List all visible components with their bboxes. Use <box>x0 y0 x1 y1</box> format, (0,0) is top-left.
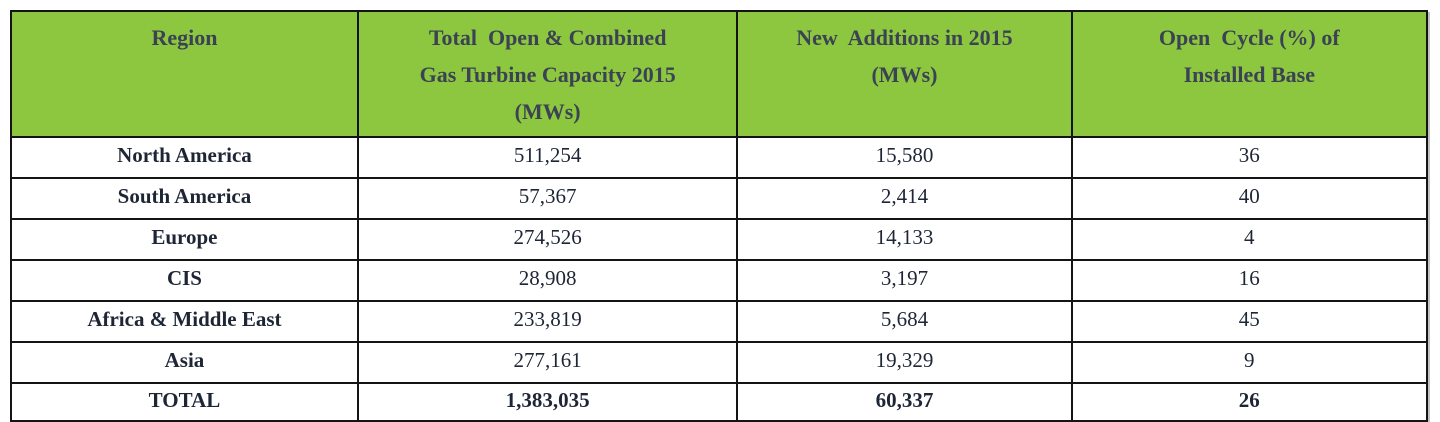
table-row-north-america: North America 511,254 15,580 36 <box>10 136 1429 179</box>
additions-cell: 15,580 <box>736 136 1073 179</box>
region-cell: South America <box>10 177 359 220</box>
total-label-cell: TOTAL <box>10 382 359 422</box>
capacity-cell: 233,819 <box>356 300 739 343</box>
table-row-africa-middle-east: Africa & Middle East 233,819 5,684 45 <box>10 300 1429 343</box>
column-header-open-cycle: Open Cycle (%) of Installed Base <box>1070 10 1429 138</box>
additions-cell: 2,414 <box>736 177 1073 220</box>
additions-cell: 5,684 <box>736 300 1073 343</box>
header-row: Region Total Open & Combined Gas Turbine… <box>10 10 1429 138</box>
region-cell: Africa & Middle East <box>10 300 359 343</box>
table-row-asia: Asia 277,161 19,329 9 <box>10 341 1429 384</box>
capacity-cell: 57,367 <box>356 177 739 220</box>
region-cell: Asia <box>10 341 359 384</box>
additions-cell: 14,133 <box>736 218 1073 261</box>
column-header-region: Region <box>10 10 359 138</box>
capacity-cell: 274,526 <box>356 218 739 261</box>
open-cycle-cell: 9 <box>1070 341 1429 384</box>
region-cell: Europe <box>10 218 359 261</box>
open-cycle-cell: 45 <box>1070 300 1429 343</box>
gas-turbine-capacity-table: Region Total Open & Combined Gas Turbine… <box>10 10 1429 422</box>
table-row-south-america: South America 57,367 2,414 40 <box>10 177 1429 220</box>
capacity-cell: 277,161 <box>356 341 739 384</box>
open-cycle-cell: 16 <box>1070 259 1429 302</box>
total-additions-cell: 60,337 <box>736 382 1073 422</box>
column-header-new-additions: New Additions in 2015 (MWs) <box>736 10 1073 138</box>
additions-cell: 19,329 <box>736 341 1073 384</box>
region-cell: North America <box>10 136 359 179</box>
capacity-cell: 511,254 <box>356 136 739 179</box>
open-cycle-cell: 40 <box>1070 177 1429 220</box>
region-cell: CIS <box>10 259 359 302</box>
table-row-europe: Europe 274,526 14,133 4 <box>10 218 1429 261</box>
additions-cell: 3,197 <box>736 259 1073 302</box>
total-open-cycle-cell: 26 <box>1070 382 1429 422</box>
total-capacity-cell: 1,383,035 <box>356 382 739 422</box>
open-cycle-cell: 4 <box>1070 218 1429 261</box>
open-cycle-cell: 36 <box>1070 136 1429 179</box>
capacity-cell: 28,908 <box>356 259 739 302</box>
column-header-total-capacity: Total Open & Combined Gas Turbine Capaci… <box>356 10 739 138</box>
table-row-cis: CIS 28,908 3,197 16 <box>10 259 1429 302</box>
table-row-total: TOTAL 1,383,035 60,337 26 <box>10 382 1429 422</box>
